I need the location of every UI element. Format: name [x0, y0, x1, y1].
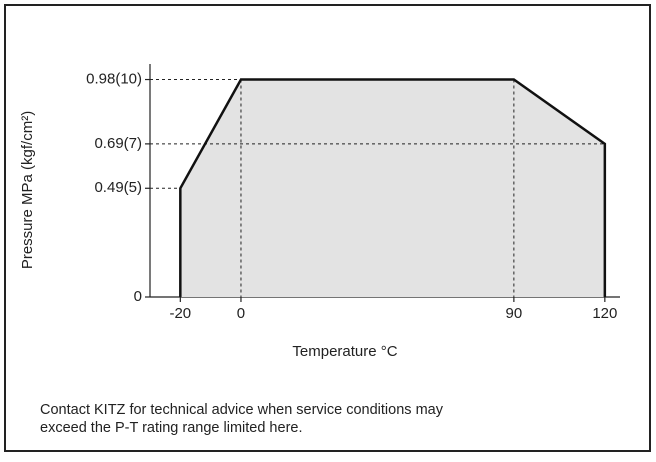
x-axis-label: Temperature °C: [292, 343, 397, 360]
area: [180, 79, 605, 298]
frame: [4, 4, 651, 452]
line: [179, 78, 607, 297]
note-line: Contact KITZ for technical advice when s…: [40, 402, 444, 418]
note-line: exceed the P-T rating range limited here…: [40, 420, 303, 436]
x-tick-label: 90: [506, 305, 523, 322]
y-axis-label: Pressure MPa (kgf/cm²): [19, 111, 36, 269]
y-tick-label: 0.98(10): [86, 71, 142, 88]
y-tick-label: 0.69(7): [94, 135, 142, 152]
x-tick-label: 0: [237, 305, 245, 322]
x-tick-label: -20: [169, 305, 191, 322]
x-tick-label: 120: [592, 305, 617, 322]
y-tick-label: 0: [134, 288, 142, 305]
y-tick-label: 0.49(5): [94, 179, 142, 196]
